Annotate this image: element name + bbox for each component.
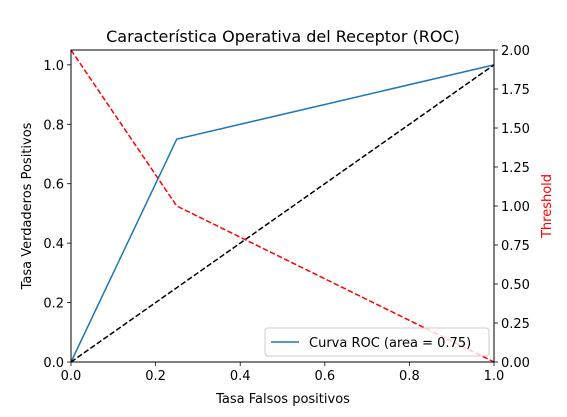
series-layer bbox=[70, 49, 495, 363]
legend: Curva ROC (area = 0.75) bbox=[264, 327, 490, 357]
x-tick-label: 0.6 bbox=[314, 369, 335, 384]
x-tick-label: 0.4 bbox=[230, 369, 251, 384]
y2-axis-label: Threshold bbox=[540, 174, 555, 239]
y-tick-label: 0.4 bbox=[43, 237, 64, 252]
y2-tick-label: 0.25 bbox=[501, 317, 530, 332]
legend-label-roc: Curva ROC (area = 0.75) bbox=[309, 336, 471, 351]
x-axis-ticks: 0.0 0.2 0.4 0.6 0.8 1.0 bbox=[61, 362, 505, 384]
y2-tick-label: 1.25 bbox=[501, 161, 530, 176]
threshold-line bbox=[70, 49, 495, 363]
legend-box bbox=[264, 327, 490, 357]
y2-tick-label: 0.50 bbox=[501, 278, 530, 293]
y-axis-ticks: 0.0 0.2 0.4 0.6 0.8 1.0 bbox=[43, 59, 71, 371]
x-tick-label: 0.8 bbox=[399, 369, 420, 384]
x-axis-label: Tasa Falsos positivos bbox=[215, 392, 350, 407]
x-tick-label: 1.0 bbox=[484, 369, 505, 384]
y-tick-label: 0.8 bbox=[43, 118, 64, 133]
y-tick-label: 0.6 bbox=[43, 178, 64, 193]
y2-tick-label: 1.00 bbox=[501, 200, 530, 215]
y2-axis-ticks: 0.00 0.25 0.50 0.75 1.00 1.25 1.50 1.75 2.00 bbox=[494, 44, 530, 371]
y2-tick-label: 1.50 bbox=[501, 122, 530, 137]
y2-tick-label: 0.00 bbox=[501, 356, 530, 371]
y-axis-label: Tasa Verdaderos Positivos bbox=[20, 122, 35, 290]
x-tick-label: 0.0 bbox=[61, 369, 82, 384]
y-tick-label: 0.2 bbox=[43, 297, 64, 312]
y2-tick-label: 2.00 bbox=[501, 44, 530, 59]
roc-curve-line bbox=[70, 64, 495, 363]
plot-frame bbox=[70, 49, 495, 363]
y-tick-label: 1.0 bbox=[43, 59, 64, 74]
chart-title: Característica Operativa del Receptor (R… bbox=[106, 27, 460, 46]
y2-tick-label: 1.75 bbox=[501, 83, 530, 98]
y2-tick-label: 0.75 bbox=[501, 239, 530, 254]
x-tick-label: 0.2 bbox=[145, 369, 166, 384]
diagonal-reference-line bbox=[70, 64, 495, 363]
y-tick-label: 0.0 bbox=[43, 356, 64, 371]
